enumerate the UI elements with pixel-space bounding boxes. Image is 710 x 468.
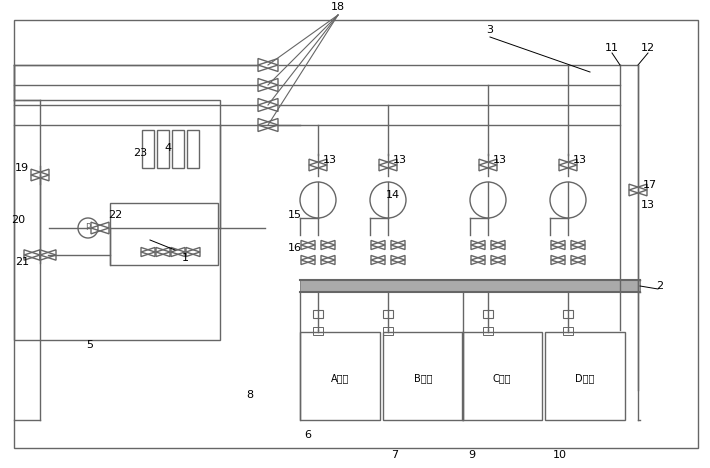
Bar <box>483 327 493 335</box>
Text: 13: 13 <box>573 155 587 165</box>
Bar <box>157 130 169 168</box>
Text: 23: 23 <box>133 148 147 158</box>
Bar <box>563 310 573 318</box>
Bar <box>187 130 199 168</box>
Text: 9: 9 <box>469 450 476 460</box>
Bar <box>383 327 393 335</box>
Text: 6: 6 <box>305 430 312 440</box>
Text: 13: 13 <box>323 155 337 165</box>
Text: 22: 22 <box>108 210 122 220</box>
Text: 10: 10 <box>553 450 567 460</box>
Text: C粉仓: C粉仓 <box>493 373 511 383</box>
Bar <box>483 310 493 318</box>
Text: 16: 16 <box>288 243 302 253</box>
Bar <box>563 327 573 335</box>
Bar <box>300 332 380 420</box>
Bar <box>300 280 640 292</box>
Text: 3: 3 <box>486 25 493 35</box>
Text: 13: 13 <box>493 155 507 165</box>
Bar <box>545 332 625 420</box>
Text: 8: 8 <box>246 390 253 400</box>
Text: D粉仓: D粉仓 <box>575 373 595 383</box>
Text: A粉仓: A粉仓 <box>331 373 349 383</box>
Bar <box>14 100 220 340</box>
Text: P: P <box>85 224 91 233</box>
Text: 21: 21 <box>15 257 29 267</box>
Text: B粉仓: B粉仓 <box>414 373 432 383</box>
Text: 13: 13 <box>641 200 655 210</box>
Text: 2: 2 <box>657 281 664 291</box>
Bar <box>462 332 542 420</box>
Text: 14: 14 <box>386 190 400 200</box>
Bar <box>172 130 184 168</box>
Bar <box>383 332 463 420</box>
Bar <box>313 327 323 335</box>
Text: 4: 4 <box>165 143 172 153</box>
Text: 7: 7 <box>391 450 398 460</box>
Text: 11: 11 <box>605 43 619 53</box>
Bar <box>110 203 218 265</box>
Text: 12: 12 <box>641 43 655 53</box>
Text: 19: 19 <box>15 163 29 173</box>
Bar <box>142 130 154 168</box>
Bar <box>383 310 393 318</box>
Text: 17: 17 <box>643 180 657 190</box>
Text: 20: 20 <box>11 215 25 225</box>
Text: 5: 5 <box>87 340 94 350</box>
Text: 1: 1 <box>182 253 188 263</box>
Text: 15: 15 <box>288 210 302 220</box>
Text: 13: 13 <box>393 155 407 165</box>
Bar <box>313 310 323 318</box>
Text: 18: 18 <box>331 2 345 12</box>
